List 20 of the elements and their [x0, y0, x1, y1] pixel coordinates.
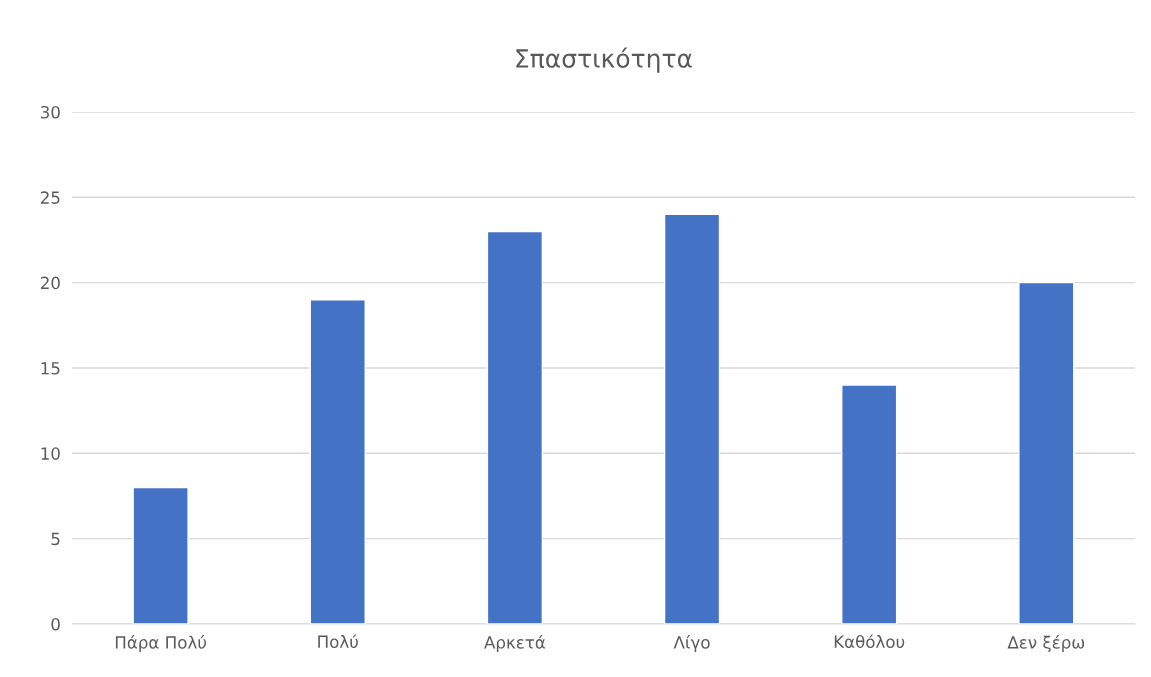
- y-tick-label: 20: [40, 276, 60, 290]
- bar: [132, 486, 189, 624]
- x-tick-label: Αρκετά: [484, 635, 546, 652]
- x-tick-label: Δεν ξέρω: [1007, 635, 1085, 652]
- bar: [841, 384, 898, 624]
- y-tick-label: 30: [41, 105, 60, 119]
- bar: [309, 299, 366, 624]
- x-tick-label: Πολύ: [318, 634, 358, 648]
- bar: [1018, 281, 1075, 624]
- y-tick-label: 15: [41, 362, 60, 375]
- x-tick-label: Λίγο: [673, 635, 710, 652]
- x-tick-label: Καθόλου: [834, 634, 905, 648]
- bar: [663, 213, 721, 624]
- y-tick-label: 5: [51, 532, 60, 546]
- chart-title: Σπαστικότητα: [516, 47, 692, 73]
- y-tick-label: 25: [40, 191, 60, 204]
- y-tick-label: 0: [51, 617, 60, 631]
- x-tick-label: Πάρα Πολύ: [115, 635, 206, 652]
- y-tick-label: 10: [41, 447, 60, 460]
- bar: [486, 230, 544, 624]
